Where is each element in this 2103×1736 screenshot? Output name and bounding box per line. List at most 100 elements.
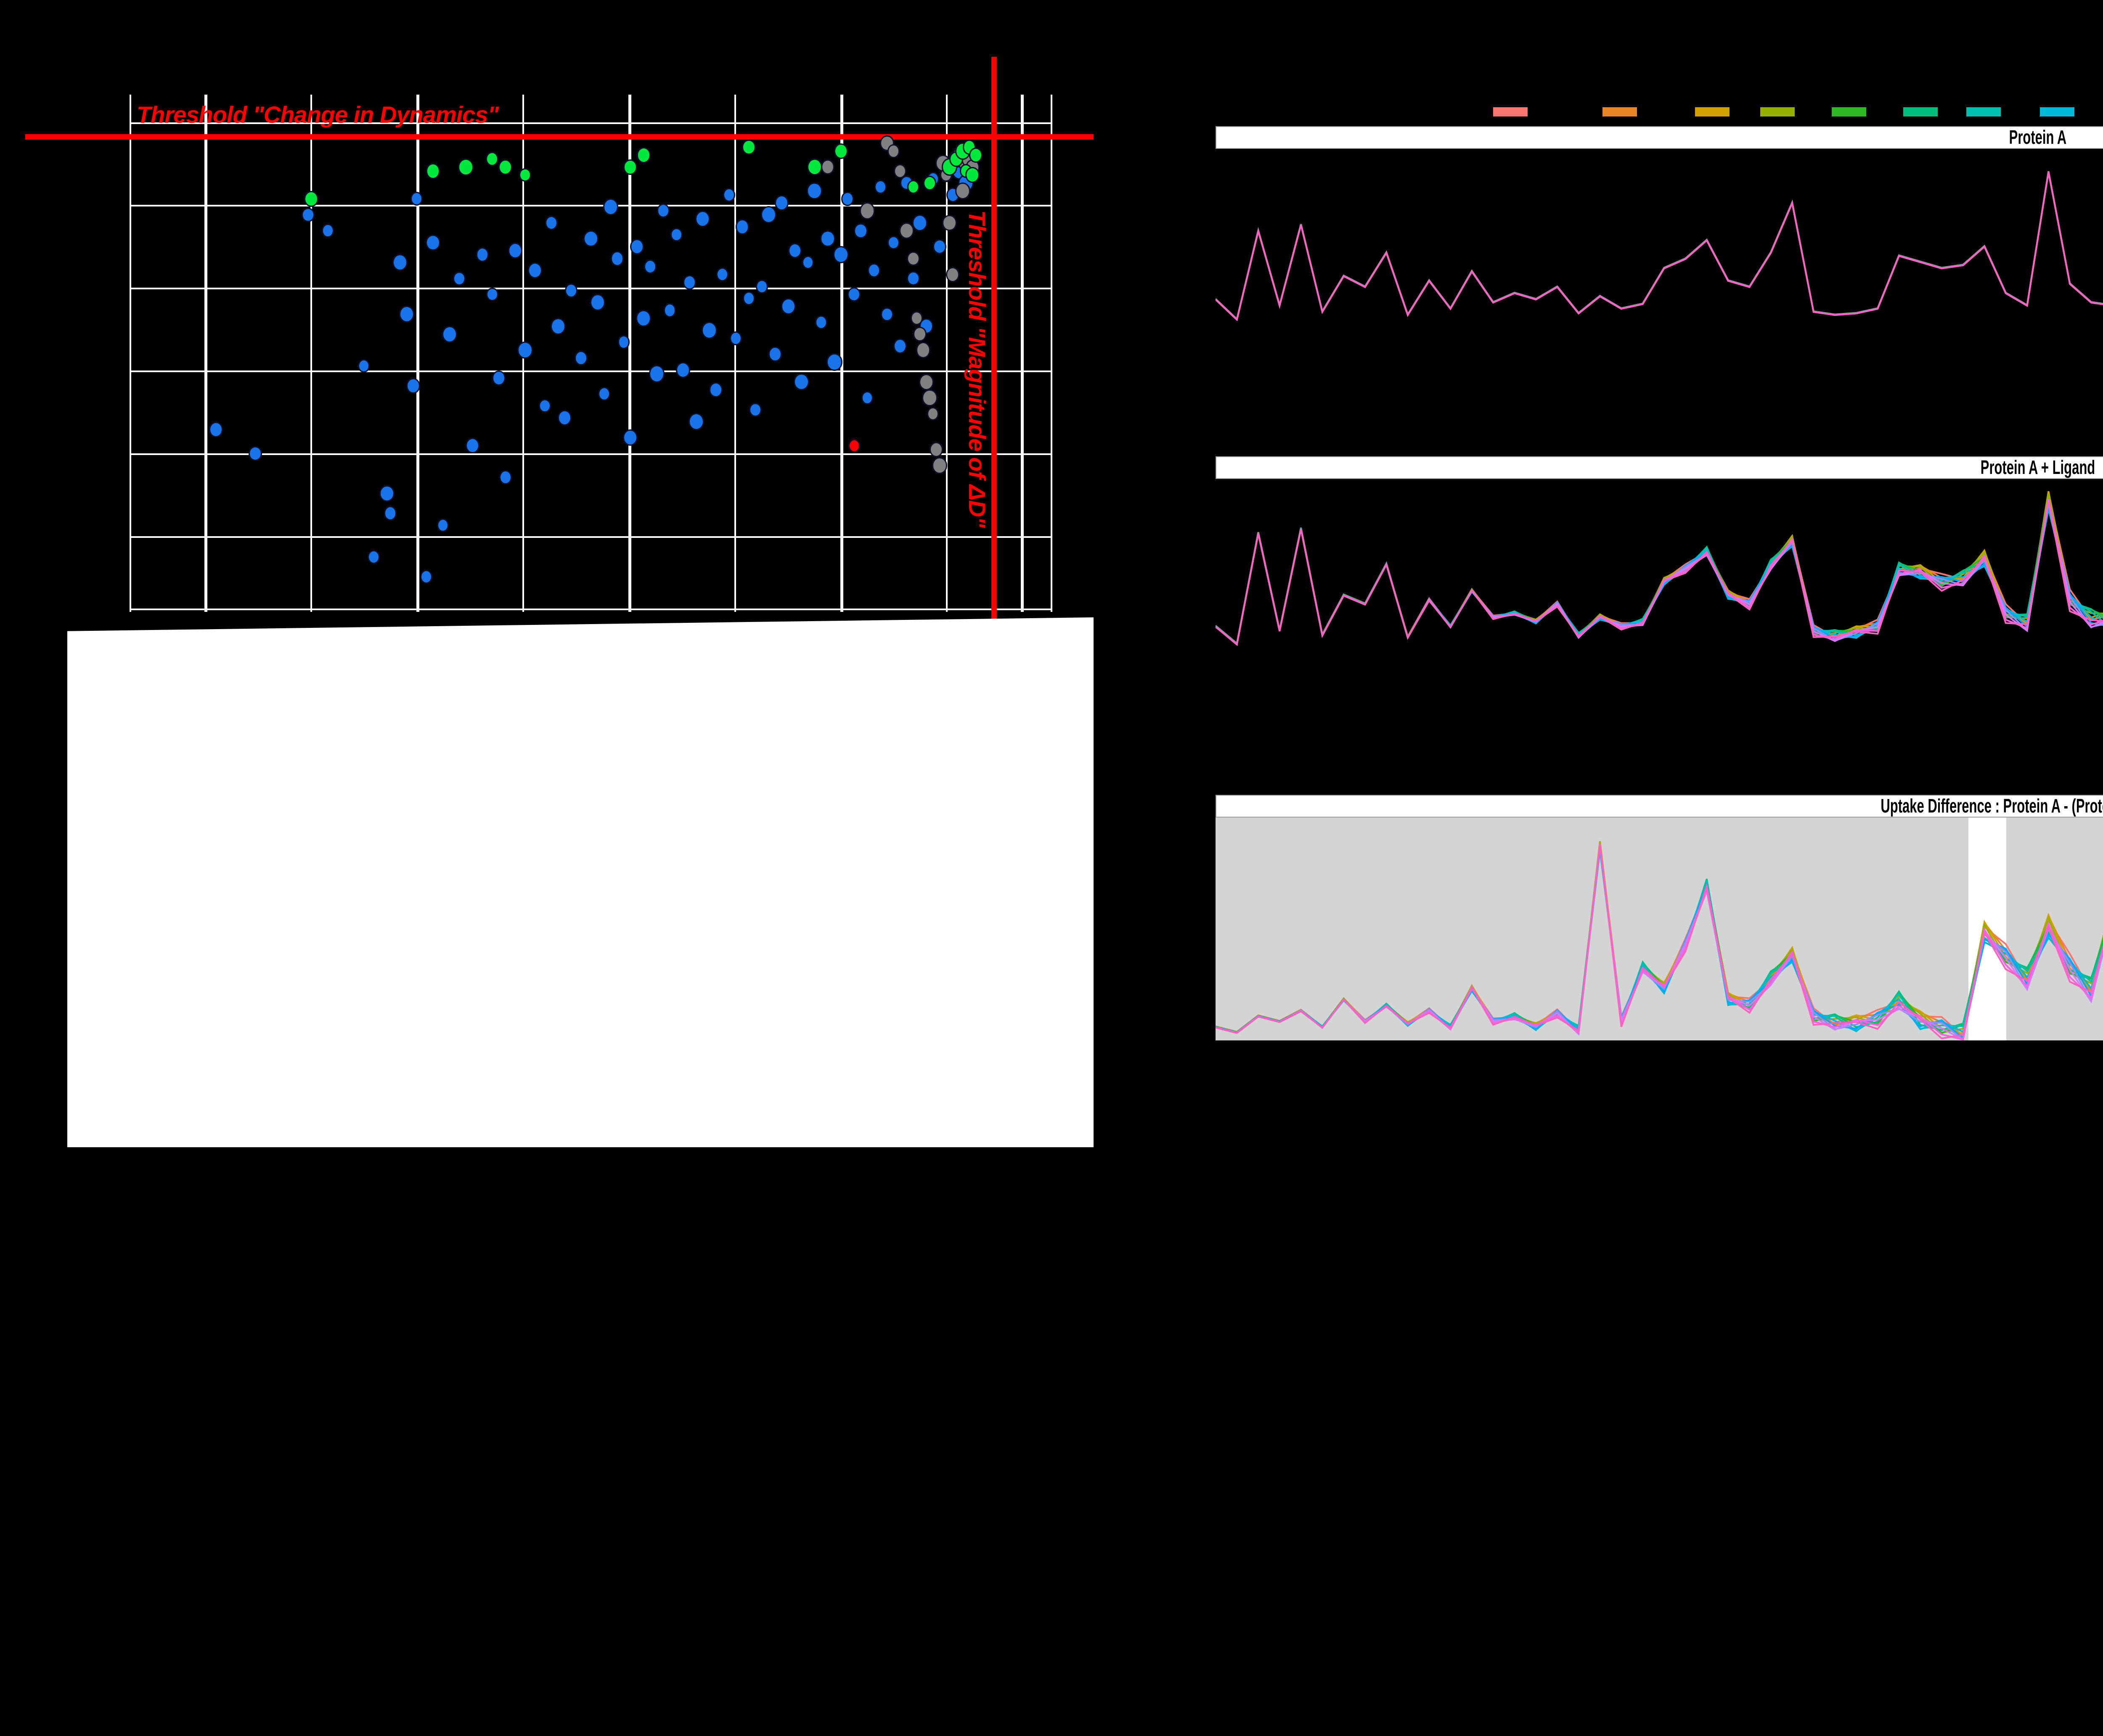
scatter-point-blue[interactable]	[399, 306, 414, 323]
scatter-point-blue[interactable]	[716, 267, 729, 282]
scatter-point-blue[interactable]	[702, 321, 717, 339]
scatter-point-blue[interactable]	[623, 429, 638, 446]
scatter-point-green[interactable]	[458, 158, 474, 176]
scatter-point-blue[interactable]	[742, 291, 755, 306]
scatter-point-blue[interactable]	[774, 195, 789, 211]
scatter-point-blue[interactable]	[466, 438, 479, 453]
scatter-point-blue[interactable]	[867, 263, 880, 278]
scatter-point-grey[interactable]	[859, 202, 875, 220]
scatter-point-blue[interactable]	[557, 410, 572, 426]
scatter-point-blue[interactable]	[756, 279, 768, 294]
scatter-point-green[interactable]	[636, 147, 651, 163]
scatter-point-blue[interactable]	[688, 413, 704, 431]
scatter-point-grey[interactable]	[946, 267, 960, 282]
scatter-point-blue[interactable]	[636, 310, 651, 327]
scatter-point-green[interactable]	[834, 143, 848, 159]
scatter-point-blue[interactable]	[545, 215, 558, 230]
uptake-plot-protein-a-ligand[interactable]: Protein A + Ligand	[1216, 456, 2103, 660]
scatter-point-blue[interactable]	[384, 506, 397, 521]
scatter-point-green[interactable]	[498, 159, 513, 175]
legend-swatch-6[interactable]	[1966, 107, 2001, 116]
scatter-point-blue[interactable]	[788, 243, 802, 259]
legend-swatch-0[interactable]	[1493, 107, 1528, 116]
scatter-point-blue[interactable]	[794, 373, 809, 391]
scatter-point-blue[interactable]	[735, 219, 750, 235]
protein-ribbon-structure[interactable]	[206, 1387, 1022, 1736]
view-3d-panel[interactable]: logit (pvalueMagnitude_of_Delta_D) 3D Vi…	[67, 617, 1094, 1147]
scatter-point-blue[interactable]	[437, 518, 449, 532]
scatter-point-blue[interactable]	[550, 318, 566, 335]
uptake-plot-protein-a[interactable]: Protein A	[1216, 126, 2103, 330]
scatter-point-grey[interactable]	[930, 442, 943, 457]
scatter-point-blue[interactable]	[760, 206, 776, 224]
scatter-point-blue[interactable]	[630, 238, 644, 255]
scatter-point-blue[interactable]	[249, 446, 262, 461]
scatter-point-blue[interactable]	[406, 378, 421, 394]
scatter-point-blue[interactable]	[476, 247, 489, 262]
scatter-point-green[interactable]	[519, 168, 531, 182]
scatter-point-blue[interactable]	[610, 251, 624, 266]
scatter-point-blue[interactable]	[644, 259, 657, 274]
scatter-point-blue[interactable]	[768, 347, 782, 362]
scatter-point-blue[interactable]	[807, 182, 823, 200]
scatter-point-blue[interactable]	[874, 180, 887, 194]
scatter-point-blue[interactable]	[565, 283, 577, 298]
scatter-point-blue[interactable]	[802, 256, 814, 270]
scatter-point-grey[interactable]	[955, 183, 970, 200]
scatter-point-blue[interactable]	[499, 470, 512, 485]
scatter-point-blue[interactable]	[933, 239, 946, 254]
scatter-point-grey[interactable]	[899, 222, 914, 239]
scatter-point-green[interactable]	[623, 159, 638, 175]
trace-area-protein-a-ligand[interactable]	[1216, 479, 2103, 660]
scatter-point-grey[interactable]	[910, 311, 923, 326]
scatter-point-blue[interactable]	[887, 236, 900, 250]
scatter-point-green[interactable]	[969, 147, 983, 163]
scatter-point-blue[interactable]	[508, 243, 523, 259]
scatter-point-blue[interactable]	[893, 338, 907, 354]
scatter-point-blue[interactable]	[322, 224, 334, 238]
scatter-point-blue[interactable]	[368, 550, 380, 564]
scatter-point-green[interactable]	[923, 175, 937, 191]
scatter-point-blue[interactable]	[302, 207, 315, 222]
scatter-point-green[interactable]	[807, 159, 822, 176]
scatter-point-grey[interactable]	[922, 389, 938, 407]
legend-swatch-5[interactable]	[1903, 107, 1938, 116]
scatter-point-green[interactable]	[304, 191, 319, 207]
scatter-point-blue[interactable]	[453, 271, 466, 286]
scatter-point-blue[interactable]	[841, 192, 854, 206]
scatter-point-grey[interactable]	[916, 342, 930, 358]
legend-swatch-1[interactable]	[1602, 107, 1637, 116]
scatter-point-blue[interactable]	[649, 365, 665, 383]
legend-swatch-4[interactable]	[1832, 107, 1866, 116]
scatter-point-grey[interactable]	[932, 457, 947, 474]
scatter-point-blue[interactable]	[912, 214, 928, 231]
scatter-point-blue[interactable]	[358, 359, 370, 373]
scatter-point-green[interactable]	[426, 163, 440, 179]
uptake-plot-uptake-difference[interactable]: Uptake Difference : Protein A - (Protein…	[1216, 795, 2103, 1040]
scatter-point-blue[interactable]	[709, 382, 723, 398]
scatter-point-green[interactable]	[965, 167, 980, 183]
scatter-point-blue[interactable]	[861, 391, 874, 405]
scatter-point-grey[interactable]	[913, 326, 927, 342]
scatter-point-grey[interactable]	[821, 159, 835, 175]
scatter-point-green[interactable]	[486, 152, 499, 167]
scatter-point-blue[interactable]	[826, 353, 842, 371]
scatter-point-blue[interactable]	[603, 198, 618, 215]
scatter-point-blue[interactable]	[820, 230, 835, 247]
scatter-point-blue[interactable]	[528, 262, 542, 279]
scatter-point-blue[interactable]	[675, 362, 691, 378]
scatter-point-blue[interactable]	[664, 303, 676, 318]
scatter-point-grey[interactable]	[919, 373, 934, 390]
scatter-point-blue[interactable]	[618, 335, 630, 349]
scatter-point-blue[interactable]	[590, 294, 605, 311]
scatter-point-blue[interactable]	[598, 386, 610, 401]
scatter-point-blue[interactable]	[695, 210, 710, 227]
legend-swatch-2[interactable]	[1695, 107, 1730, 116]
scatter-point-blue[interactable]	[657, 204, 670, 218]
scatter-point-grey[interactable]	[887, 144, 900, 158]
scatter-point-blue[interactable]	[517, 341, 533, 359]
legend-swatch-7[interactable]	[2040, 107, 2074, 116]
scatter-point-blue[interactable]	[410, 192, 423, 206]
scatter-point-grey[interactable]	[942, 214, 957, 231]
scatter-point-blue[interactable]	[723, 188, 736, 202]
